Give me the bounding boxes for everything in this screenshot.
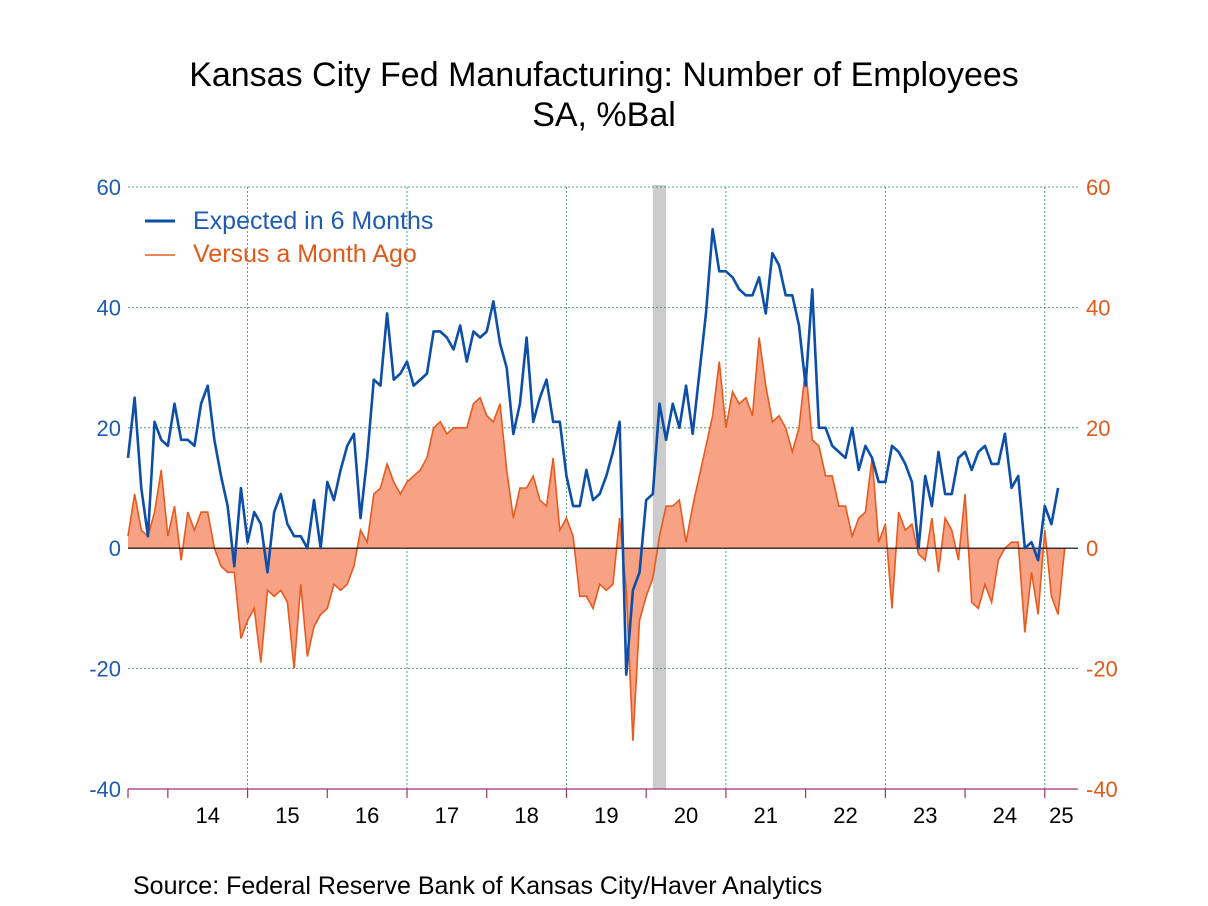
x-tick-label: 21	[754, 803, 778, 828]
versus-area-layer	[127, 337, 1066, 741]
y-tick-left: -20	[89, 657, 121, 682]
y-tick-right: -20	[1086, 657, 1118, 682]
recession-bar	[652, 185, 667, 789]
y-tick-left: 20	[97, 416, 121, 441]
legend-label-expected: Expected in 6 Months	[193, 207, 433, 235]
y-tick-right: 60	[1086, 175, 1110, 200]
y-tick-left: -40	[89, 777, 121, 802]
x-tick-labels: 14 15 16 17 18 19 20 21 22 23 24 25	[195, 803, 1073, 828]
chart-title: Kansas City Fed Manufacturing: Number of…	[189, 56, 1019, 94]
versus-line	[127, 337, 1066, 741]
x-tick-label: 23	[913, 803, 937, 828]
x-tick-label: 14	[195, 803, 219, 828]
x-tick-label: 22	[833, 803, 857, 828]
y-tick-left: 60	[97, 175, 121, 200]
x-tick-label: 25	[1049, 803, 1073, 828]
x-tick-label: 19	[594, 803, 618, 828]
legend-label-versus: Versus a Month Ago	[193, 240, 417, 268]
source-note: Source: Federal Reserve Bank of Kansas C…	[133, 872, 822, 900]
y-tick-right: 40	[1086, 295, 1110, 320]
chart-subtitle: SA, %Bal	[532, 96, 676, 134]
recession-shading	[652, 185, 667, 789]
y-tick-right: -40	[1086, 777, 1118, 802]
legend: Expected in 6 Months Versus a Month Ago	[145, 207, 433, 268]
gridlines	[128, 186, 1078, 789]
axes	[127, 788, 1078, 798]
y-tick-right: 0	[1086, 536, 1098, 561]
y-tick-labels: 60 60 40 40 20 20 0 0 -20 -20 -40 -40	[89, 175, 1118, 802]
x-tick-label: 17	[435, 803, 459, 828]
expected-line-layer	[126, 227, 1060, 676]
y-tick-right: 20	[1086, 416, 1110, 441]
x-tick-label: 16	[355, 803, 379, 828]
y-tick-left: 0	[109, 536, 121, 561]
expected-line	[126, 227, 1060, 676]
x-tick-label: 15	[275, 803, 299, 828]
y-tick-left: 40	[97, 295, 121, 320]
x-tick-label: 24	[993, 803, 1017, 828]
x-tick-label: 18	[514, 803, 538, 828]
x-tick-label: 20	[674, 803, 698, 828]
versus-area	[128, 337, 1065, 741]
